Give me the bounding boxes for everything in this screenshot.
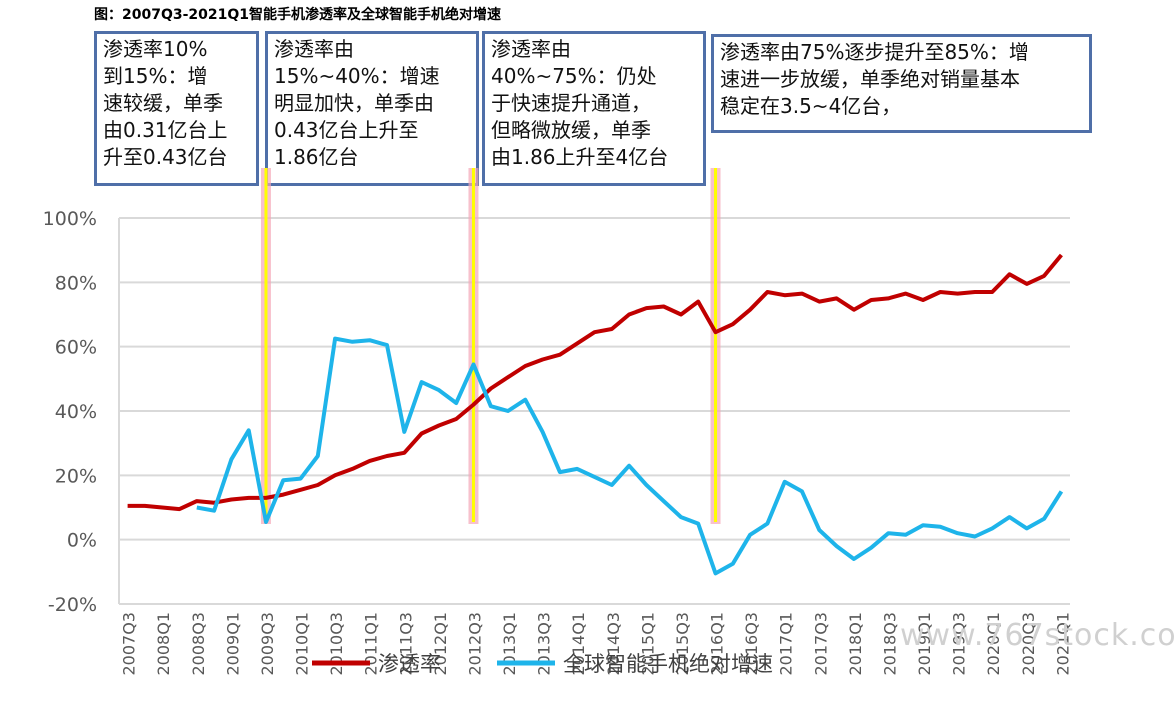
highlight-lines bbox=[260, 168, 721, 524]
annotation-box-2: 渗透率由 15%~40%：增速 明显加快，单季由 0.43亿台上升至 1.86亿… bbox=[265, 31, 479, 186]
y-tick-label: -20% bbox=[48, 594, 97, 616]
x-tick-label: 2018Q1 bbox=[846, 612, 865, 676]
x-tick-label: 2008Q3 bbox=[189, 612, 208, 676]
series-line-2 bbox=[196, 336, 1064, 576]
x-tick-label: 2010Q1 bbox=[293, 612, 312, 676]
x-tick-label: 2016Q3 bbox=[742, 612, 761, 676]
x-tick-label: 2013Q1 bbox=[500, 612, 519, 676]
x-tick-label: 2015Q1 bbox=[638, 612, 657, 676]
annotation-box-4: 渗透率由75%逐步提升至85%：增 速进一步放缓，单季绝对销量基本 稳定在3.5… bbox=[711, 34, 1092, 133]
y-tick-label: 0% bbox=[67, 530, 97, 552]
page-title: 图：2007Q3-2021Q1智能手机渗透率及全球智能手机绝对增速 bbox=[94, 7, 502, 23]
legend-label: 全球智能手机绝对增速 bbox=[563, 652, 773, 676]
highlight-glow bbox=[468, 168, 479, 524]
x-tick-label: 2011Q1 bbox=[362, 612, 381, 676]
legend: 渗透率 全球智能手机绝对增速 bbox=[312, 652, 773, 676]
x-tick-label: 2013Q3 bbox=[535, 612, 554, 676]
series-lines bbox=[127, 253, 1064, 576]
annotation-box-1: 渗透率10% 到15%：增 速较缓，单季 由0.31亿台上 升至0.43亿台 bbox=[94, 31, 259, 186]
x-tick-label: 2008Q1 bbox=[154, 612, 173, 676]
x-tick-label: 2012Q1 bbox=[431, 612, 450, 676]
annotation-box-3: 渗透率由 40%~75%：仍处 于快速提升通道， 但略微放缓，单季 由1.86上… bbox=[482, 31, 706, 186]
x-tick-label: 2017Q1 bbox=[777, 612, 796, 676]
x-tick-label: 2007Q3 bbox=[120, 612, 139, 676]
x-tick-label: 2018Q3 bbox=[880, 612, 899, 676]
y-tick-label: 20% bbox=[55, 465, 97, 487]
highlight-glow bbox=[710, 168, 721, 524]
x-tick-label: 2017Q3 bbox=[811, 612, 830, 676]
x-tick-label: 2009Q3 bbox=[258, 612, 277, 676]
legend-label: 渗透率 bbox=[378, 652, 441, 676]
x-tick-label: 2011Q3 bbox=[396, 612, 415, 676]
y-tick-label: 40% bbox=[55, 401, 97, 423]
x-tick-label: 2012Q3 bbox=[465, 612, 484, 676]
x-tick-label: 2014Q1 bbox=[569, 612, 588, 676]
y-tick-label: 60% bbox=[55, 337, 97, 359]
grid-lines bbox=[118, 217, 1070, 605]
x-tick-label: 2009Q1 bbox=[223, 612, 242, 676]
y-axis: 100% 80% 60% 40% 20% 0% -20% bbox=[43, 208, 97, 616]
highlight-glow bbox=[260, 168, 271, 524]
x-tick-label: 2016Q1 bbox=[708, 612, 727, 676]
x-tick-label: 2010Q3 bbox=[327, 612, 346, 676]
x-tick-label: 2014Q3 bbox=[604, 612, 623, 676]
x-tick-label: 2015Q3 bbox=[673, 612, 692, 676]
y-tick-label: 100% bbox=[43, 208, 97, 230]
y-tick-label: 80% bbox=[55, 272, 97, 294]
watermark: www.767stock.com bbox=[900, 618, 1175, 653]
series-line-1 bbox=[127, 253, 1063, 512]
